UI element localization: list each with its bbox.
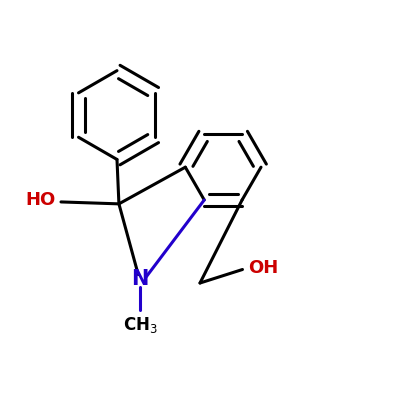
Text: N: N xyxy=(132,269,149,289)
Text: OH: OH xyxy=(248,258,278,276)
Text: CH$_3$: CH$_3$ xyxy=(123,316,158,336)
Text: HO: HO xyxy=(25,191,55,209)
